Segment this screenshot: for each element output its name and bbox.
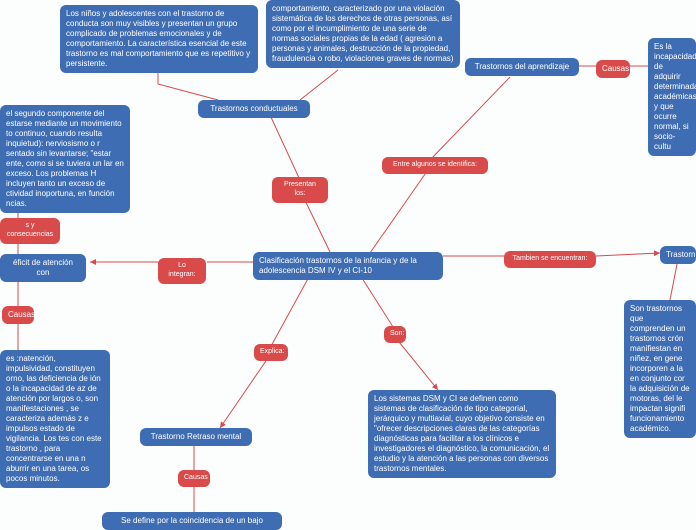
node-n18: Son trastornos que comprenden un trastor… bbox=[624, 300, 696, 438]
node-n21: Trastorno Retraso mental bbox=[140, 428, 252, 446]
node-n11: es :natención, impulsividad, constituyen… bbox=[0, 350, 110, 488]
node-n24: Se define por la coincidencia de un bajo bbox=[102, 512, 282, 530]
node-n22: Causas bbox=[178, 470, 210, 487]
node-n2: comportamiento, caracterizado por una vi… bbox=[266, 0, 460, 68]
node-n15: Clasificación trastornos de la infancia … bbox=[253, 252, 443, 280]
node-n5: Es la incapacidad de adquirir determinad… bbox=[648, 38, 696, 156]
node-n10: Causas bbox=[2, 306, 34, 324]
node-n14: Lo integran: bbox=[158, 258, 206, 284]
node-n4: Causas bbox=[596, 60, 630, 78]
node-n16: Tambien se encuentran: bbox=[504, 251, 596, 268]
node-n8: s y consecuencias bbox=[0, 218, 60, 244]
node-n17: Trastorn bbox=[660, 246, 696, 264]
node-n19: Explica: bbox=[254, 344, 288, 361]
node-n12: Entre algunos se identifica: bbox=[382, 157, 488, 174]
node-n13: Presentan los: bbox=[272, 177, 328, 203]
node-n20: Son: bbox=[384, 326, 406, 343]
node-n1: Los niños y adolescentes con el trastorn… bbox=[60, 5, 258, 73]
node-n3: Trastornos del aprendizaje bbox=[465, 58, 579, 76]
node-n6: Trastornos conductuales bbox=[198, 100, 310, 118]
node-n9: éficit de atención con bbox=[0, 254, 86, 282]
node-n23: Los sistemas DSM y CI se definen como si… bbox=[368, 390, 556, 478]
node-n7: el segundo componente del estarse median… bbox=[0, 105, 130, 213]
